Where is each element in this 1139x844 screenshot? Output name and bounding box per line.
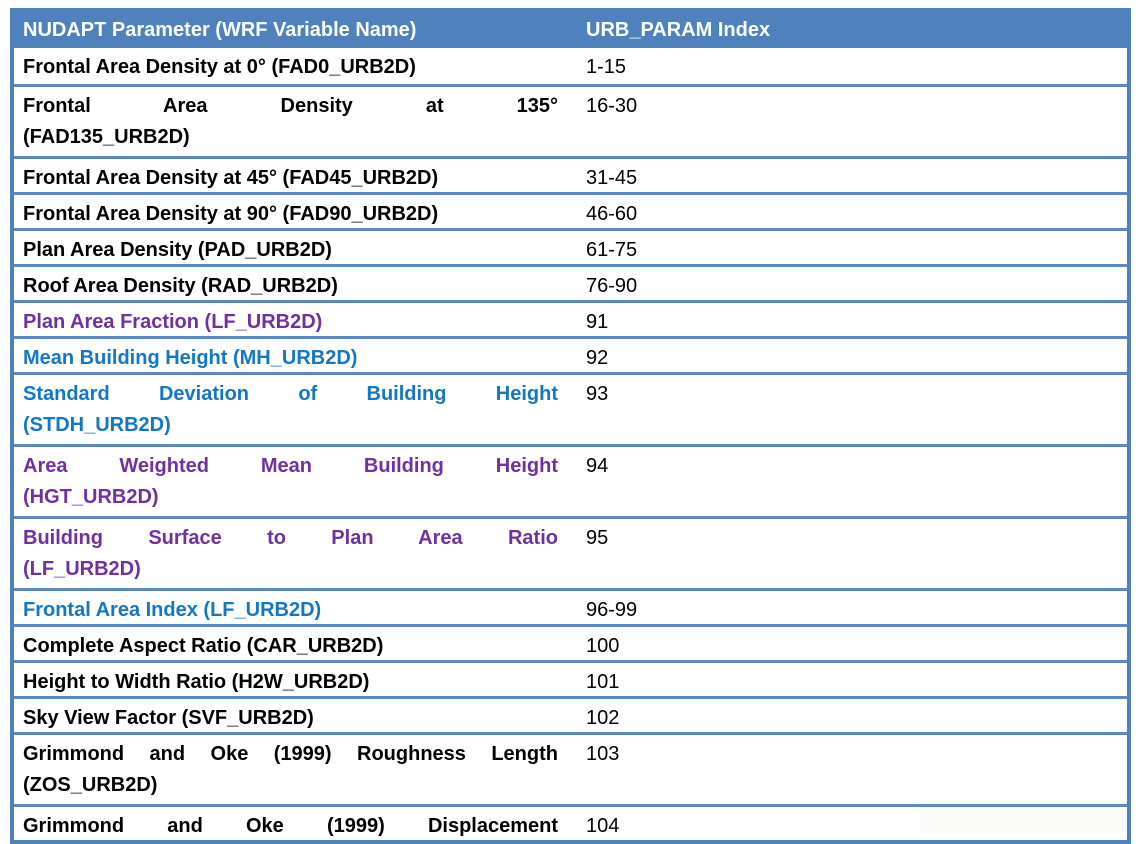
param-line: (STDH_URB2D) [23, 414, 171, 436]
table-row: Grimmond and Oke (1999) Displacement 104 [14, 804, 1127, 840]
param-line: Plan Area Density (PAD_URB2D) [23, 239, 332, 261]
param-cell: Frontal Area Density at 45° (FAD45_URB2D… [14, 159, 570, 192]
table-row: Frontal Area Density at 45° (FAD45_URB2D… [14, 156, 1127, 192]
param-line: Mean Building Height (MH_URB2D) [23, 347, 358, 369]
index-cell: 91 [586, 311, 609, 333]
param-cell: Plan Area Density (PAD_URB2D) [14, 231, 570, 264]
table-row: Frontal Area Density at 0° (FAD0_URB2D) … [14, 48, 1127, 84]
param-cell: Building Surface to Plan Area Ratio (LF_U… [14, 519, 570, 588]
index-cell: 46-60 [586, 203, 638, 225]
param-cell: Grimmond and Oke (1999) Roughness Length… [14, 735, 570, 804]
param-line: Plan Area Fraction (LF_URB2D) [23, 311, 323, 333]
index-cell: 1-15 [586, 56, 627, 78]
table-row: Plan Area Fraction (LF_URB2D) 91 [14, 300, 1127, 336]
index-cell: 76-90 [586, 275, 638, 297]
param-line: Sky View Factor (SVF_URB2D) [23, 707, 314, 729]
table-row: Plan Area Density (PAD_URB2D) 61-75 [14, 228, 1127, 264]
param-cell: Sky View Factor (SVF_URB2D) [14, 699, 570, 732]
index-cell: 100 [586, 635, 620, 657]
param-cell: Frontal Area Density at 135° (FAD135_URB2… [14, 87, 570, 156]
nudapt-parameter-table: NUDAPT Parameter (WRF Variable Name) URB… [10, 8, 1131, 844]
index-cell: 16-30 [586, 95, 638, 117]
param-line: Area Weighted Mean Building Height [23, 455, 558, 477]
table-row: Frontal Area Index (LF_URB2D) 96-99 [14, 588, 1127, 624]
table-row: Height to Width Ratio (H2W_URB2D) 101 [14, 660, 1127, 696]
table-row: Complete Aspect Ratio (CAR_URB2D) 100 [14, 624, 1127, 660]
param-line: Frontal Area Density at 90° (FAD90_URB2D… [23, 203, 439, 225]
table-header-row: NUDAPT Parameter (WRF Variable Name) URB… [14, 12, 1127, 48]
param-line: (FAD135_URB2D) [23, 126, 190, 148]
param-line: Frontal Area Density at 135° [23, 95, 558, 117]
index-cell: 93 [586, 383, 609, 405]
param-cell: Area Weighted Mean Building Height (HGT_U… [14, 447, 570, 516]
param-line: (HGT_URB2D) [23, 486, 159, 508]
table-body: Frontal Area Density at 0° (FAD0_URB2D) … [14, 48, 1127, 840]
param-column-header: NUDAPT Parameter (WRF Variable Name) [23, 19, 417, 41]
param-cell: Frontal Area Index (LF_URB2D) [14, 591, 570, 624]
param-line: Frontal Area Index (LF_URB2D) [23, 599, 322, 621]
table-row: Roof Area Density (RAD_URB2D) 76-90 [14, 264, 1127, 300]
param-line: (ZOS_URB2D) [23, 774, 158, 796]
table-row: Building Surface to Plan Area Ratio (LF_U… [14, 516, 1127, 588]
index-cell: 102 [586, 707, 620, 729]
table-row: Area Weighted Mean Building Height (HGT_U… [14, 444, 1127, 516]
param-cell: Frontal Area Density at 90° (FAD90_URB2D… [14, 195, 570, 228]
index-cell: 94 [586, 455, 609, 477]
param-line: Frontal Area Density at 45° (FAD45_URB2D… [23, 167, 439, 189]
param-cell: Mean Building Height (MH_URB2D) [14, 339, 570, 372]
param-cell: Roof Area Density (RAD_URB2D) [14, 267, 570, 300]
table-row: Grimmond and Oke (1999) Roughness Length… [14, 732, 1127, 804]
table-row: Frontal Area Density at 135° (FAD135_URB2… [14, 84, 1127, 156]
index-cell: 92 [586, 347, 609, 369]
table-row: Mean Building Height (MH_URB2D) 92 [14, 336, 1127, 372]
param-line: Frontal Area Density at 0° (FAD0_URB2D) [23, 56, 416, 78]
param-line: Complete Aspect Ratio (CAR_URB2D) [23, 635, 384, 657]
param-line: Height to Width Ratio (H2W_URB2D) [23, 671, 370, 693]
param-cell: Grimmond and Oke (1999) Displacement [14, 807, 570, 840]
param-line: Grimmond and Oke (1999) Roughness Length [23, 743, 558, 765]
param-cell: Complete Aspect Ratio (CAR_URB2D) [14, 627, 570, 660]
index-cell: 101 [586, 671, 620, 693]
table-row: Standard Deviation of Building Height (ST… [14, 372, 1127, 444]
param-cell: Standard Deviation of Building Height (ST… [14, 375, 570, 444]
param-line: (LF_URB2D) [23, 558, 141, 580]
param-line: Grimmond and Oke (1999) Displacement [23, 815, 558, 837]
param-line: Roof Area Density (RAD_URB2D) [23, 275, 338, 297]
index-cell: 96-99 [586, 599, 638, 621]
index-cell: 104 [586, 815, 620, 837]
param-line: Building Surface to Plan Area Ratio [23, 527, 558, 549]
table-row: Sky View Factor (SVF_URB2D) 102 [14, 696, 1127, 732]
index-column-header: URB_PARAM Index [586, 19, 771, 41]
index-cell: 103 [586, 743, 620, 765]
table-row: Frontal Area Density at 90° (FAD90_URB2D… [14, 192, 1127, 228]
index-cell: 95 [586, 527, 609, 549]
param-line: Standard Deviation of Building Height [23, 383, 558, 405]
index-cell: 61-75 [586, 239, 638, 261]
param-cell: Frontal Area Density at 0° (FAD0_URB2D) [14, 48, 570, 84]
param-cell: Plan Area Fraction (LF_URB2D) [14, 303, 570, 336]
index-cell: 31-45 [586, 167, 638, 189]
param-cell: Height to Width Ratio (H2W_URB2D) [14, 663, 570, 696]
